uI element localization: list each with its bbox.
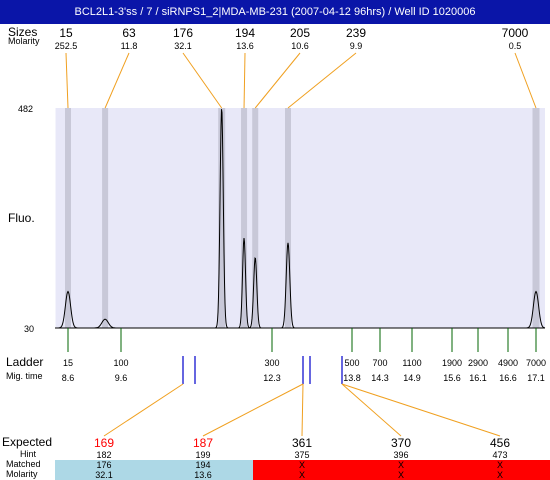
peak-size-label: 205 — [289, 26, 311, 40]
peak-molarity-label: 13.6 — [236, 41, 254, 51]
matched-value: X — [298, 460, 305, 470]
expected-size: 456 — [489, 436, 511, 450]
ladder-time-label: 13.8 — [343, 373, 361, 383]
peak-molarity-label: 10.6 — [291, 41, 309, 51]
hint-value: 375 — [294, 450, 310, 460]
matched-value: 176 — [96, 460, 112, 470]
ladder-size-label: 100 — [113, 358, 129, 368]
ladder-size-label: 500 — [344, 358, 360, 368]
peak-leader-line — [104, 52, 130, 109]
title-bar: BCL2L1-3'ss / 7 / siRNPS1_2|MDA-MB-231 (… — [0, 0, 550, 24]
y-axis-title: Fluo. — [8, 211, 35, 225]
peak-size-label: 15 — [59, 26, 73, 40]
expected-size: 187 — [192, 436, 214, 450]
peak-leader-line — [287, 52, 357, 109]
ladder-size-label: 700 — [372, 358, 388, 368]
hint-value: 473 — [492, 450, 508, 460]
ladder-time-label: 12.3 — [263, 373, 281, 383]
y-axis-min-label: 30 — [24, 324, 35, 334]
molarity-value: X — [397, 470, 404, 480]
expected-size: 361 — [291, 436, 313, 450]
expected-size: 169 — [93, 436, 115, 450]
expected-leader-line — [341, 383, 501, 437]
peak-size-label: 176 — [172, 26, 194, 40]
molarity-value: 32.1 — [95, 470, 113, 480]
matched-band — [55, 460, 253, 480]
hint-value: 182 — [96, 450, 112, 460]
peak-leader-line — [514, 52, 537, 109]
matched-value: 194 — [195, 460, 211, 470]
ladder-time-label: 14.9 — [403, 373, 421, 383]
window-title: BCL2L1-3'ss / 7 / siRNPS1_2|MDA-MB-231 (… — [74, 6, 476, 18]
matched-value: X — [397, 460, 404, 470]
peak-molarity-label: 11.8 — [120, 41, 138, 51]
molarity-value: X — [298, 470, 305, 480]
peak-leader-line — [65, 52, 69, 109]
ladder-size-label: 7000 — [525, 358, 547, 368]
peak-molarity-label: 9.9 — [349, 41, 363, 51]
molarity-row-label: Molarity — [6, 469, 38, 479]
expected-row-label: Expected — [2, 435, 53, 449]
mig-time-label: Mig. time — [6, 371, 43, 381]
ladder-size-label: 2900 — [467, 358, 489, 368]
ladder-time-label: 16.6 — [499, 373, 517, 383]
peak-band — [65, 108, 71, 328]
ladder-size-label: 300 — [264, 358, 280, 368]
peak-molarity-label: 0.5 — [508, 41, 522, 51]
peak-band — [285, 108, 291, 328]
peak-size-label: 194 — [234, 26, 256, 40]
hint-value: 396 — [393, 450, 409, 460]
peak-leader-line — [254, 52, 301, 109]
ladder-time-label: 17.1 — [527, 373, 545, 383]
expected-leader-line — [202, 383, 304, 437]
matched-value: X — [496, 460, 503, 470]
peak-band — [218, 108, 226, 328]
peak-leader-line — [182, 52, 223, 109]
molarity-value: X — [496, 470, 503, 480]
peak-molarity-label: 252.5 — [54, 41, 78, 51]
peak-band — [102, 108, 109, 328]
matched-row-label: Matched — [6, 459, 41, 469]
peak-band — [252, 108, 259, 328]
peak-leader-line — [243, 52, 246, 109]
ladder-time-label: 8.6 — [61, 373, 75, 383]
peak-size-label: 63 — [122, 26, 136, 40]
hint-row-label: Hint — [20, 449, 37, 459]
expected-leader-line — [341, 383, 402, 437]
molarity-header-label: Molarity — [8, 36, 40, 46]
expected-size: 370 — [390, 436, 412, 450]
ladder-size-label: 15 — [62, 358, 73, 368]
ladder-time-label: 15.6 — [443, 373, 461, 383]
expected-leader-line — [301, 383, 304, 437]
ladder-time-label: 9.6 — [114, 373, 128, 383]
peak-band — [532, 108, 540, 328]
peak-molarity-label: 32.1 — [174, 41, 192, 51]
missing-band — [253, 460, 550, 480]
y-axis-max-label: 482 — [18, 104, 34, 114]
peak-band — [241, 108, 248, 328]
molarity-value: 13.6 — [194, 470, 212, 480]
sizes-header-label: Sizes — [8, 25, 38, 39]
ladder-time-label: 14.3 — [371, 373, 389, 383]
ladder-size-label: 1900 — [441, 358, 463, 368]
ladder-time-label: 16.1 — [469, 373, 487, 383]
ladder-size-label: 4900 — [497, 358, 519, 368]
peak-size-label: 7000 — [501, 26, 529, 40]
peak-size-label: 239 — [345, 26, 367, 40]
ladder-size-label: 1100 — [402, 358, 422, 368]
expected-leader-line — [103, 383, 184, 437]
hint-value: 199 — [195, 450, 211, 460]
ladder-label: Ladder — [6, 355, 44, 369]
plot-area — [55, 108, 545, 328]
